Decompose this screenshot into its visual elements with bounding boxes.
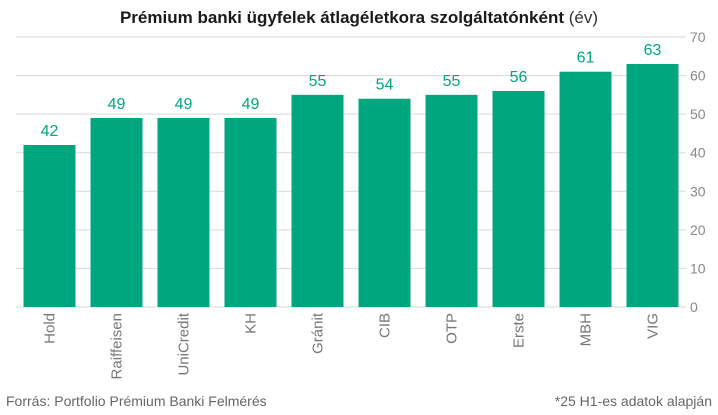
bar (425, 94, 478, 307)
data-label: 55 (309, 73, 327, 90)
y-tick-label: 50 (690, 106, 706, 122)
bar (90, 118, 143, 307)
bar (224, 118, 277, 307)
x-tick-label: Raiffeisen (109, 313, 126, 379)
x-tick-label: UniCredit (176, 312, 193, 375)
data-label: 42 (41, 123, 59, 140)
chart-title: Prémium banki ügyfelek átlagéletkora szo… (0, 8, 718, 28)
data-label: 61 (577, 50, 595, 67)
data-label: 55 (443, 73, 461, 90)
bar (358, 98, 411, 307)
y-tick-label: 20 (690, 222, 706, 238)
bar (626, 64, 679, 307)
bar (23, 145, 76, 307)
chart-title-main: Prémium banki ügyfelek átlagéletkora szo… (119, 8, 564, 27)
x-tick-label: VIG (645, 313, 662, 339)
x-tick-label: Hold (42, 313, 59, 344)
y-tick-label: 70 (690, 29, 706, 45)
data-label: 49 (242, 96, 260, 113)
data-label: 63 (644, 42, 662, 59)
y-tick-label: 30 (690, 183, 706, 199)
chart-title-unit: (év) (568, 8, 599, 27)
source-note: Forrás: Portfolio Prémium Banki Felmérés (6, 393, 267, 409)
data-label: 56 (510, 69, 528, 86)
x-tick-label: MBH (578, 313, 595, 346)
y-tick-label: 60 (690, 68, 706, 84)
y-tick-label: 10 (690, 260, 706, 276)
data-label: 49 (108, 96, 126, 113)
y-tick-label: 0 (690, 299, 698, 315)
x-tick-label: KH (243, 313, 260, 334)
x-tick-label: Gránit (310, 312, 327, 354)
bar (291, 94, 344, 307)
data-label: 54 (376, 77, 394, 94)
bar (559, 71, 612, 307)
x-tick-label: OTP (444, 313, 461, 344)
bar (492, 91, 545, 307)
footnote: *25 H1-es adatok alapján (554, 393, 712, 409)
data-label: 49 (175, 96, 193, 113)
y-tick-label: 40 (690, 145, 706, 161)
x-tick-label: Erste (511, 313, 528, 348)
bar (157, 118, 210, 307)
x-tick-label: CIB (377, 313, 394, 338)
